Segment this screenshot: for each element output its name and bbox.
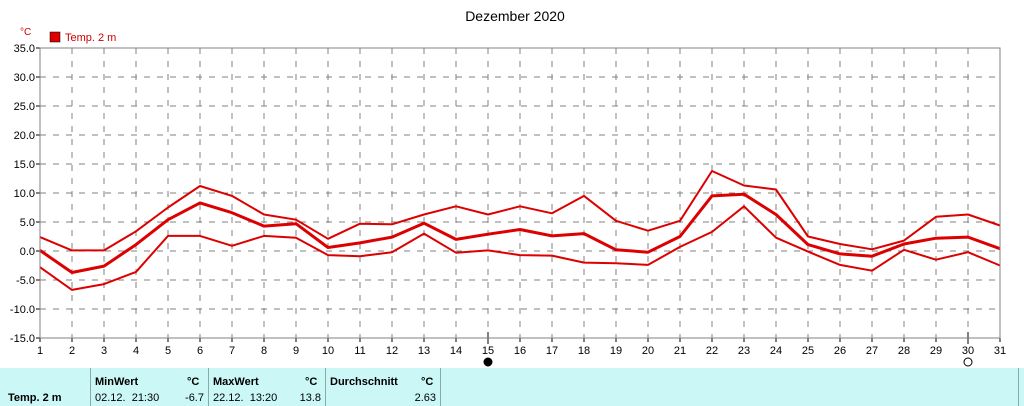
x-tick-label: 26 <box>834 345 846 357</box>
y-tick-label: -15.0 <box>10 333 35 345</box>
min-header: MinWert <box>95 376 139 388</box>
x-tick-label: 24 <box>770 345 782 357</box>
stats-edge <box>1018 368 1019 406</box>
y-tick-label: 0.0 <box>20 246 35 258</box>
new-moon-icon <box>483 357 493 367</box>
y-tick-label: 35.0 <box>14 43 35 55</box>
x-tick-label: 2 <box>69 345 75 357</box>
x-tick-label: 28 <box>898 345 910 357</box>
x-tick-label: 7 <box>229 345 235 357</box>
x-axis: 1 2 3 4 5 6 7 8 9 10 11 12 13 14 15 16 17 18 19 20 21 22 23 24 2… <box>37 338 1006 357</box>
x-tick-label: 21 <box>674 345 686 357</box>
x-tick-label: 5 <box>165 345 171 357</box>
x-tick-label: 23 <box>738 345 750 357</box>
x-tick-label: 25 <box>802 345 814 357</box>
x-tick-label: 11 <box>354 345 365 357</box>
min-time: 02.12. 21:30 <box>95 392 160 404</box>
plot-frame <box>39 47 1001 339</box>
x-tick-label: 31 <box>994 345 1006 357</box>
y-tick-label: 25.0 <box>14 101 35 113</box>
y-tick-label: 20.0 <box>14 130 35 142</box>
legend-swatch <box>49 31 61 43</box>
x-tick-label: 19 <box>610 345 622 357</box>
x-tick-label: 30 <box>962 345 974 357</box>
max-unit: °C <box>305 376 318 388</box>
x-tick-label: 20 <box>642 345 654 357</box>
min-cell: MinWert °C 02.12. 21:30 -6.7 <box>90 368 208 406</box>
x-tick-label: 17 <box>546 345 558 357</box>
series-line-mean <box>39 192 1001 274</box>
x-tick-label: 22 <box>706 345 718 357</box>
min-unit: °C <box>187 376 200 388</box>
max-header: MaxWert <box>213 376 259 388</box>
series-line-max <box>39 170 1001 252</box>
max-time: 22.12. 13:20 <box>213 392 278 404</box>
x-tick-label: 15 <box>482 345 494 357</box>
avg-unit: °C <box>421 376 434 388</box>
y-tick-label: 5.0 <box>20 217 35 229</box>
y-tick-label: 10.0 <box>14 188 35 200</box>
avg-value: 2.63 <box>414 392 436 404</box>
x-tick-label: 1 <box>37 345 43 357</box>
series-group <box>39 170 1001 291</box>
y-tick-label: -5.0 <box>16 275 35 287</box>
x-tick-label: 9 <box>293 345 299 357</box>
stats-series-label: Temp. 2 m <box>8 392 62 404</box>
x-tick-label: 10 <box>322 345 334 357</box>
x-tick-label: 4 <box>133 345 139 357</box>
max-cell: MaxWert °C 22.12. 13:20 13.8 <box>208 368 325 406</box>
statistics-bar: Temp. 2 m MinWert °C 02.12. 21:30 -6.7 M… <box>0 368 1024 406</box>
chart-title: Dezember 2020 <box>465 8 565 24</box>
x-tick-label: 18 <box>578 345 590 357</box>
y-tick-label: -10.0 <box>10 304 35 316</box>
x-tick-label: 14 <box>450 345 462 357</box>
temperature-chart: Dezember 2020 °C Temp. 2 m 35.030.025.02… <box>10 8 1006 367</box>
min-value: -6.7 <box>185 392 204 404</box>
y-unit-label: °C <box>20 27 31 38</box>
series-line-min <box>39 205 1001 291</box>
y-tick-label: 15.0 <box>14 159 35 171</box>
avg-header: Durchschnitt <box>330 376 398 388</box>
y-tick-label: 30.0 <box>14 72 35 84</box>
x-tick-label: 8 <box>261 345 267 357</box>
x-tick-label: 27 <box>866 345 878 357</box>
x-tick-label: 13 <box>418 345 430 357</box>
x-tick-label: 3 <box>101 345 107 357</box>
grid <box>40 48 1000 338</box>
max-value: 13.8 <box>299 392 321 404</box>
avg-cell: Durchschnitt °C 2.63 <box>325 368 441 406</box>
full-moon-icon <box>963 357 973 367</box>
x-tick-label: 29 <box>930 345 942 357</box>
x-tick-label: 6 <box>197 345 203 357</box>
x-tick-label: 16 <box>514 345 526 357</box>
legend-label: Temp. 2 m <box>65 32 116 44</box>
y-axis: 35.0 30.0 25.0 20.0 15.0 10.0 5.0 0.0 -5.0 -10.0 -… <box>10 43 40 345</box>
moon-phases <box>483 332 973 367</box>
x-tick-label: 12 <box>386 345 398 357</box>
